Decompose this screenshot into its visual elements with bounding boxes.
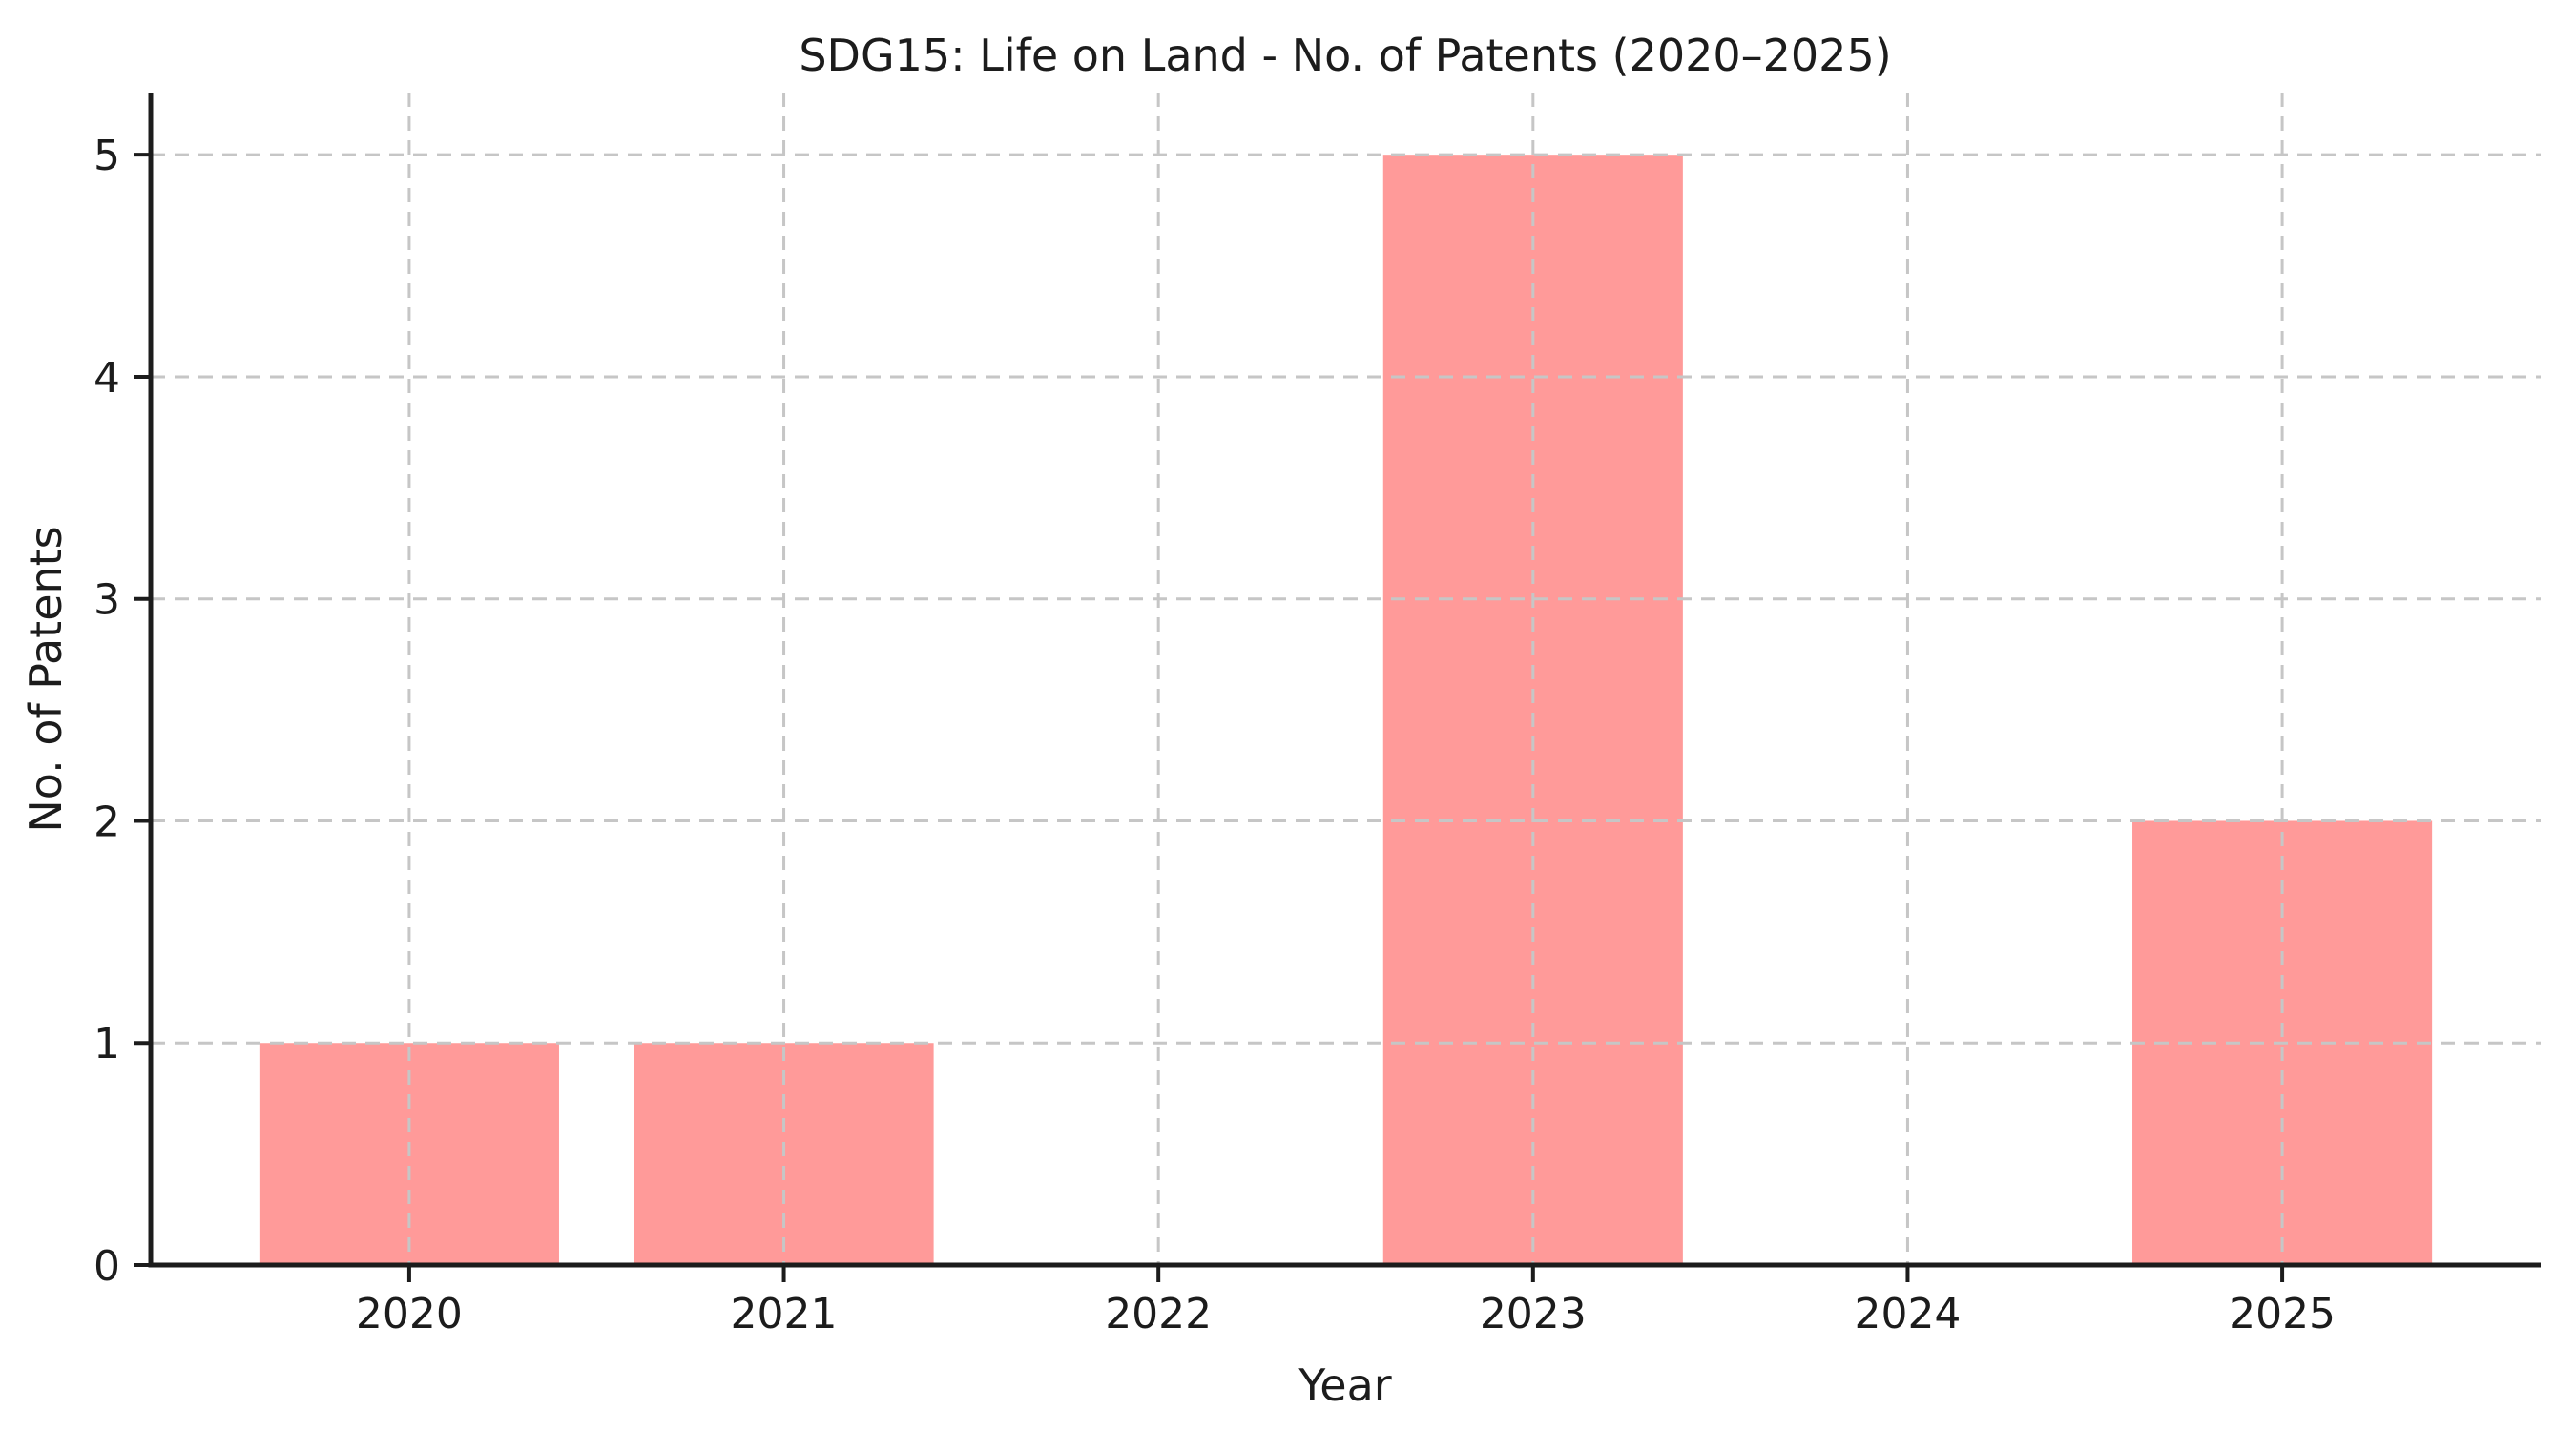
y-tick-label-5: 5 — [93, 132, 120, 180]
x-tick-label-2024: 2024 — [1854, 1290, 1961, 1338]
x-tick-label-2021: 2021 — [731, 1290, 838, 1338]
y-tick-label-1: 1 — [93, 1020, 120, 1068]
y-tick-label-3: 3 — [93, 576, 120, 625]
bars-group — [259, 155, 2433, 1266]
y-tick-label-0: 0 — [93, 1242, 120, 1291]
x-tick-label-2025: 2025 — [2229, 1290, 2336, 1338]
y-axis-label: No. of Patents — [20, 526, 72, 832]
spines-group — [148, 93, 2541, 1268]
ticks-group — [134, 153, 2285, 1282]
y-tick-label-4: 4 — [93, 354, 120, 403]
x-tick-label-2020: 2020 — [356, 1290, 463, 1338]
x-axis-label: Year — [1298, 1359, 1391, 1411]
y-tick-label-2: 2 — [93, 798, 120, 846]
x-tick-label-2022: 2022 — [1105, 1290, 1212, 1338]
tick-labels-group: 0 1 2 3 4 5 2020 2021 2022 2023 2024 2025 — [93, 132, 2336, 1338]
x-tick-label-2023: 2023 — [1480, 1290, 1587, 1338]
gridlines-group — [151, 93, 2541, 1265]
chart-title: SDG15: Life on Land - No. of Patents (20… — [799, 30, 1891, 81]
